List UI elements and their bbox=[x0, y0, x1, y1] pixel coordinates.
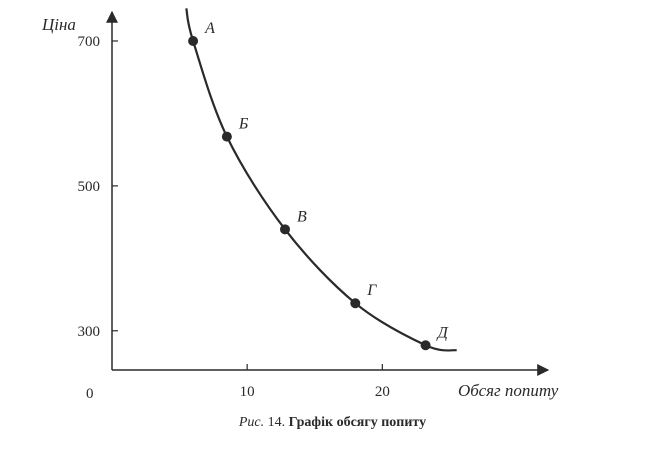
axis-ticks: 10 20 300 500 700 bbox=[78, 34, 390, 400]
demand-point-4 bbox=[420, 340, 431, 351]
y-tick-label-1: 500 bbox=[78, 179, 101, 195]
caption-prefix: Рис. bbox=[238, 415, 265, 430]
demand-curve bbox=[185, 8, 457, 352]
demand-points: А Б В Г Д bbox=[188, 20, 449, 351]
demand-point-label-1: Б bbox=[238, 116, 249, 133]
demand-point-label-4: Д bbox=[436, 324, 449, 341]
demand-point-1 bbox=[221, 131, 232, 142]
x-axis-title: Обсяг попиту bbox=[458, 381, 559, 400]
demand-point-label-3: Г bbox=[366, 282, 377, 299]
demand-point-2 bbox=[280, 224, 291, 235]
origin-label: 0 bbox=[86, 386, 94, 402]
demand-point-0 bbox=[188, 35, 199, 46]
y-tick-label-2: 700 bbox=[78, 34, 101, 50]
caption-number: 14. bbox=[267, 415, 286, 430]
demand-point-3 bbox=[350, 298, 361, 309]
demand-point-label-0: А bbox=[204, 20, 215, 37]
y-axis-title: Ціна bbox=[41, 15, 76, 34]
x-tick-label-1: 20 bbox=[375, 384, 390, 400]
x-tick-label-0: 10 bbox=[240, 384, 255, 400]
demand-point-label-2: В bbox=[297, 208, 307, 225]
y-tick-label-0: 300 bbox=[78, 324, 101, 340]
figure-caption: Рис. 14. Графік обсягу попиту bbox=[0, 415, 665, 431]
caption-title: Графік обсягу попиту bbox=[288, 415, 427, 430]
